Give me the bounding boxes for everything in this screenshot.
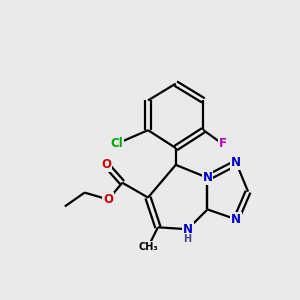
Text: CH₃: CH₃ bbox=[138, 242, 158, 252]
Text: N: N bbox=[231, 213, 241, 226]
Text: N: N bbox=[183, 223, 193, 236]
Text: N: N bbox=[231, 156, 241, 170]
Text: N: N bbox=[202, 171, 212, 184]
Text: O: O bbox=[103, 193, 113, 206]
Text: F: F bbox=[219, 136, 227, 150]
Text: Cl: Cl bbox=[110, 136, 123, 150]
Text: O: O bbox=[101, 158, 111, 171]
Text: H: H bbox=[184, 234, 192, 244]
